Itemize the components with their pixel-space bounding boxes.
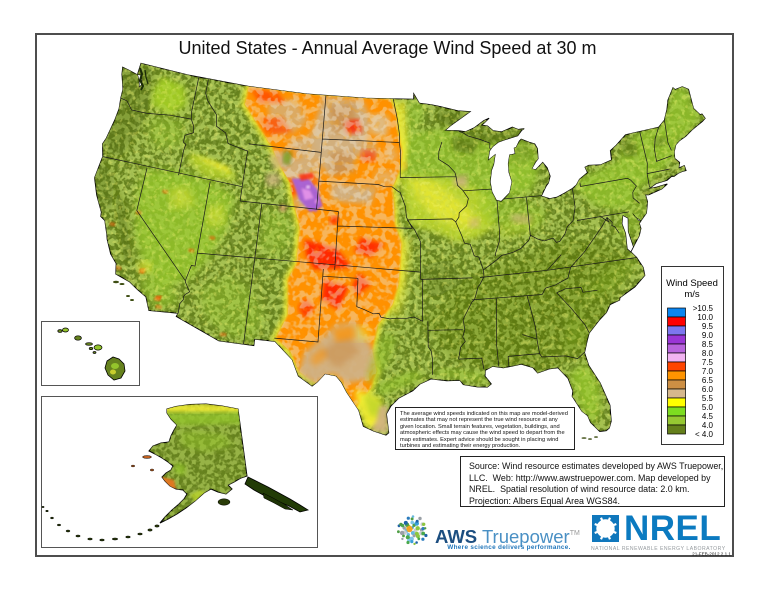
svg-text:m/s: m/s bbox=[684, 289, 700, 300]
svg-text:8.5: 8.5 bbox=[702, 340, 714, 349]
svg-text:7.5: 7.5 bbox=[702, 358, 714, 367]
svg-text:8.0: 8.0 bbox=[702, 349, 714, 358]
svg-text:10.0: 10.0 bbox=[697, 313, 713, 322]
svg-text:9.0: 9.0 bbox=[702, 331, 714, 340]
svg-text:6.0: 6.0 bbox=[702, 385, 714, 394]
svg-text:< 4.0: < 4.0 bbox=[695, 430, 714, 439]
svg-text:4.5: 4.5 bbox=[702, 412, 714, 421]
svg-text:21-FEB-2012 2.1.1: 21-FEB-2012 2.1.1 bbox=[692, 552, 731, 557]
svg-text:9.5: 9.5 bbox=[702, 322, 714, 331]
svg-text:7.0: 7.0 bbox=[702, 367, 714, 376]
svg-text:>10.5: >10.5 bbox=[693, 304, 714, 313]
svg-text:5.5: 5.5 bbox=[702, 394, 714, 403]
svg-text:6.5: 6.5 bbox=[702, 376, 714, 385]
svg-text:Wind Speed: Wind Speed bbox=[666, 278, 718, 289]
svg-text:4.0: 4.0 bbox=[702, 421, 714, 430]
svg-text:5.0: 5.0 bbox=[702, 403, 714, 412]
